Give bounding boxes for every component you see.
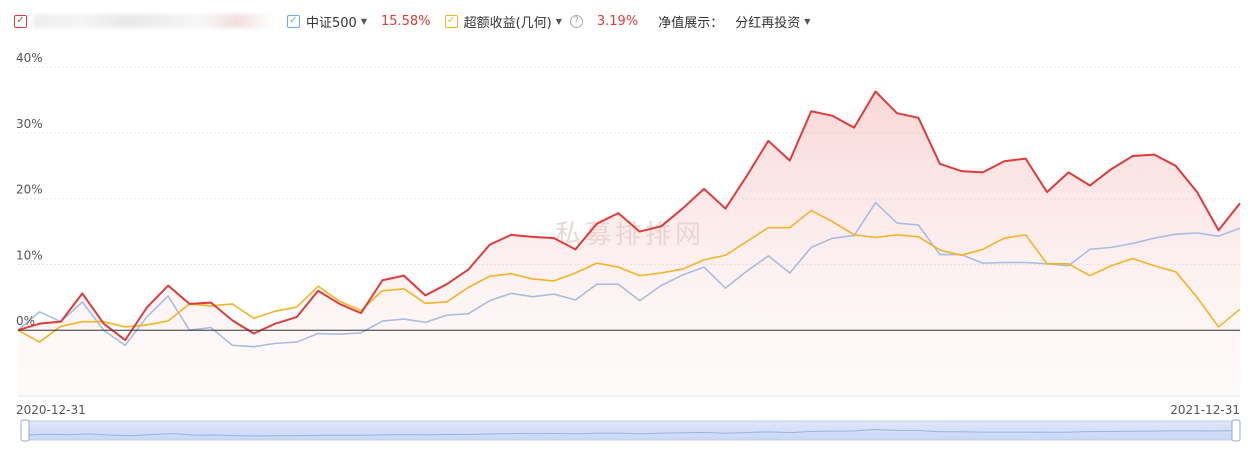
legend-item-index[interactable]: ✓ 中证500 ▼ 15.58% — [287, 12, 431, 31]
legend-excess-name: 超额收益(几何) — [463, 15, 552, 31]
fund-name-redacted — [33, 14, 273, 28]
legend-item-excess[interactable]: ✓ 超额收益(几何) ▼ ? 3.19% — [444, 12, 639, 31]
nav-mode-select[interactable]: 分红再投资 ▼ — [735, 12, 810, 31]
y-tick-label: 20% — [16, 183, 43, 197]
date-range-slider[interactable] — [20, 419, 1241, 442]
slider-preview-line — [24, 429, 1237, 437]
caret-down-icon: ▼ — [804, 16, 811, 26]
caret-down-icon[interactable]: ▼ — [360, 16, 367, 26]
help-icon[interactable]: ? — [569, 14, 583, 28]
slider-handle-left[interactable] — [20, 419, 30, 442]
checkbox-checked-icon[interactable]: ✓ — [14, 14, 27, 28]
nav-display-label: 净值展示： — [658, 15, 724, 31]
x-tick-label-end: 2021-12-31 — [1170, 403, 1240, 417]
y-tick-label: 0% — [16, 314, 35, 328]
y-tick-label: 10% — [16, 248, 43, 262]
legend-index-value: 15.58% — [380, 13, 431, 29]
series-area — [18, 91, 1240, 396]
checkbox-checked-icon[interactable]: ✓ — [444, 14, 458, 28]
legend-item-fund[interactable]: ✓ — [14, 14, 273, 28]
slider-handle-right[interactable] — [1231, 419, 1241, 442]
y-tick-label: 40% — [16, 51, 43, 65]
legend-index-name: 中证500 — [306, 15, 357, 31]
slider-track[interactable] — [24, 420, 1237, 441]
y-tick-label: 30% — [16, 117, 43, 131]
series-line — [17, 201, 1241, 348]
caret-down-icon[interactable]: ▼ — [555, 16, 562, 26]
legend-excess-value: 3.19% — [596, 13, 639, 29]
checkbox-checked-icon[interactable]: ✓ — [287, 14, 300, 28]
series-line — [17, 90, 1241, 342]
legend-bar: ✓ ✓ 中证500 ▼ 15.58% ✓ 超额收益(几何) ▼ ? 3.19% … — [0, 0, 1257, 42]
nav-mode-value: 分红再投资 — [735, 15, 801, 31]
series-line — [17, 209, 1241, 343]
x-tick-label-start: 2020-12-31 — [16, 403, 86, 417]
